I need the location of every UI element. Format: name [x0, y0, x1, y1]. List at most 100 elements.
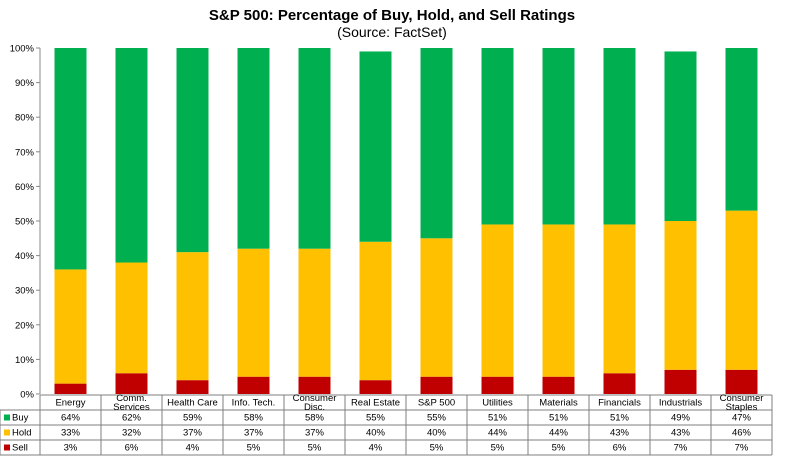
bar-segment-buy — [481, 48, 514, 225]
bar-stack — [725, 48, 758, 394]
bar-segment-hold — [664, 221, 697, 370]
bar-segment-buy — [237, 48, 270, 249]
data-label-sell: 5% — [491, 443, 505, 454]
data-label-sell: 7% — [735, 443, 749, 454]
data-label-sell: 5% — [552, 443, 566, 454]
category-label: Health Care — [167, 398, 218, 409]
bar-segment-sell — [54, 383, 87, 394]
category-label: Materials — [539, 398, 578, 409]
data-label-buy: 55% — [366, 413, 386, 424]
category-label: S&P 500 — [418, 398, 455, 409]
data-label-hold: 46% — [732, 428, 752, 439]
data-label-hold: 33% — [61, 428, 81, 439]
legend-label-buy: Buy — [12, 413, 29, 424]
bar-segment-sell — [237, 376, 270, 394]
data-label-buy: 64% — [61, 413, 81, 424]
y-tick-label: 80% — [15, 113, 35, 124]
y-tick-label: 90% — [15, 78, 35, 89]
category-label: Energy — [55, 398, 85, 409]
data-label-hold: 44% — [488, 428, 508, 439]
bar-segment-sell — [115, 373, 148, 394]
bar-segment-buy — [542, 48, 575, 225]
bar-segment-sell — [420, 376, 453, 394]
data-label-buy: 62% — [122, 413, 142, 424]
bar-stack — [54, 48, 87, 394]
chart-subtitle: (Source: FactSet) — [337, 24, 447, 40]
bar-segment-buy — [420, 48, 453, 239]
data-label-hold: 37% — [244, 428, 264, 439]
bar-segment-hold — [542, 224, 575, 377]
bar-segment-hold — [115, 262, 148, 374]
data-label-buy: 47% — [732, 413, 752, 424]
bars — [54, 48, 758, 394]
data-label-hold: 43% — [610, 428, 630, 439]
y-tick-label: 0% — [20, 390, 34, 401]
data-label-hold: 43% — [671, 428, 691, 439]
y-tick-label: 70% — [15, 147, 35, 158]
bar-segment-sell — [664, 369, 697, 394]
category-label: Consumer Disc. — [293, 393, 337, 413]
legend-key-sell — [4, 444, 10, 451]
bar-segment-hold — [420, 238, 453, 377]
bar-segment-hold — [359, 241, 392, 381]
y-tick-label: 60% — [15, 182, 35, 193]
data-label-sell: 6% — [613, 443, 627, 454]
bar-segment-buy — [115, 48, 148, 263]
data-label-buy: 51% — [549, 413, 569, 424]
bar-segment-sell — [298, 376, 331, 394]
y-tick-label: 10% — [15, 355, 35, 366]
bar-stack — [359, 51, 392, 394]
category-label: Info. Tech. — [232, 398, 276, 409]
chart-title: S&P 500: Percentage of Buy, Hold, and Se… — [209, 7, 575, 24]
bar-stack — [176, 48, 209, 394]
data-label-hold: 40% — [427, 428, 447, 439]
data-label-sell: 7% — [674, 443, 688, 454]
y-tick-label: 50% — [15, 217, 35, 228]
data-label-buy: 58% — [244, 413, 264, 424]
bar-stack — [603, 48, 636, 394]
bar-stack — [420, 48, 453, 394]
data-label-hold: 44% — [549, 428, 569, 439]
data-table: Energy Comm. Services Health Care Info. Tech… — [0, 393, 773, 456]
bar-segment-sell — [725, 369, 758, 394]
data-label-sell: 4% — [369, 443, 383, 454]
category-label: Real Estate — [351, 398, 400, 409]
data-label-buy: 51% — [488, 413, 508, 424]
legend-label-hold: Hold — [12, 428, 32, 439]
data-label-buy: 51% — [610, 413, 630, 424]
data-label-hold: 37% — [305, 428, 325, 439]
bar-segment-buy — [54, 48, 87, 270]
legend-key-buy — [4, 414, 10, 421]
bar-segment-buy — [359, 51, 392, 242]
category-label: Industrials — [659, 398, 703, 409]
bar-segment-buy — [298, 48, 331, 249]
bar-stack — [664, 51, 697, 394]
category-label: Comm. Services — [113, 393, 150, 413]
y-tick-label: 30% — [15, 286, 35, 297]
y-tick-label: 40% — [15, 251, 35, 262]
bar-segment-hold — [725, 210, 758, 370]
data-label-buy: 58% — [305, 413, 325, 424]
bar-stack — [115, 48, 148, 394]
category-label: Utilities — [482, 398, 513, 409]
data-label-hold: 40% — [366, 428, 386, 439]
data-label-hold: 37% — [183, 428, 203, 439]
data-label-sell: 4% — [186, 443, 200, 454]
bar-stack — [542, 48, 575, 394]
bar-segment-hold — [54, 269, 87, 384]
bar-stack — [237, 48, 270, 394]
category-label: Financials — [598, 398, 641, 409]
data-label-buy: 49% — [671, 413, 691, 424]
bar-segment-hold — [603, 224, 636, 374]
bar-segment-sell — [359, 380, 392, 394]
bar-segment-sell — [176, 380, 209, 394]
data-label-buy: 55% — [427, 413, 447, 424]
bar-stack — [481, 48, 514, 394]
y-tick-label: 20% — [15, 320, 35, 331]
bar-segment-buy — [664, 51, 697, 222]
data-label-sell: 5% — [247, 443, 261, 454]
category-label: Consumer Staples — [720, 393, 764, 413]
bar-segment-hold — [176, 252, 209, 381]
bar-stack — [298, 48, 331, 394]
